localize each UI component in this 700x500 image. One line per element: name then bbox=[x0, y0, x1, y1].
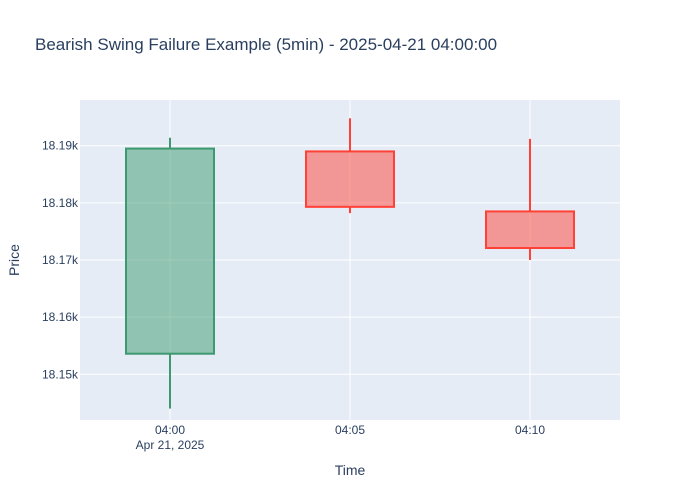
x-tick-label: 04:00 bbox=[155, 423, 185, 437]
x-axis-title: Time bbox=[335, 462, 366, 478]
candle-body-decreasing bbox=[485, 210, 575, 250]
y-tick-label: 18.19k bbox=[42, 139, 79, 153]
x-tick-sublabel: Apr 21, 2025 bbox=[136, 438, 205, 452]
y-tick-label: 18.17k bbox=[42, 253, 79, 267]
chart-title: Bearish Swing Failure Example (5min) - 2… bbox=[35, 35, 497, 54]
y-tick-label: 18.15k bbox=[42, 367, 79, 381]
y-axis-title: Price bbox=[6, 244, 22, 276]
candle-body-increasing bbox=[125, 147, 215, 355]
y-tick-label: 18.16k bbox=[42, 310, 79, 324]
candle-body-decreasing bbox=[305, 150, 395, 208]
x-tick-label: 04:05 bbox=[335, 423, 365, 437]
y-tick-label: 18.18k bbox=[42, 196, 79, 210]
candles bbox=[125, 118, 575, 409]
x-tick-label: 04:10 bbox=[515, 423, 545, 437]
